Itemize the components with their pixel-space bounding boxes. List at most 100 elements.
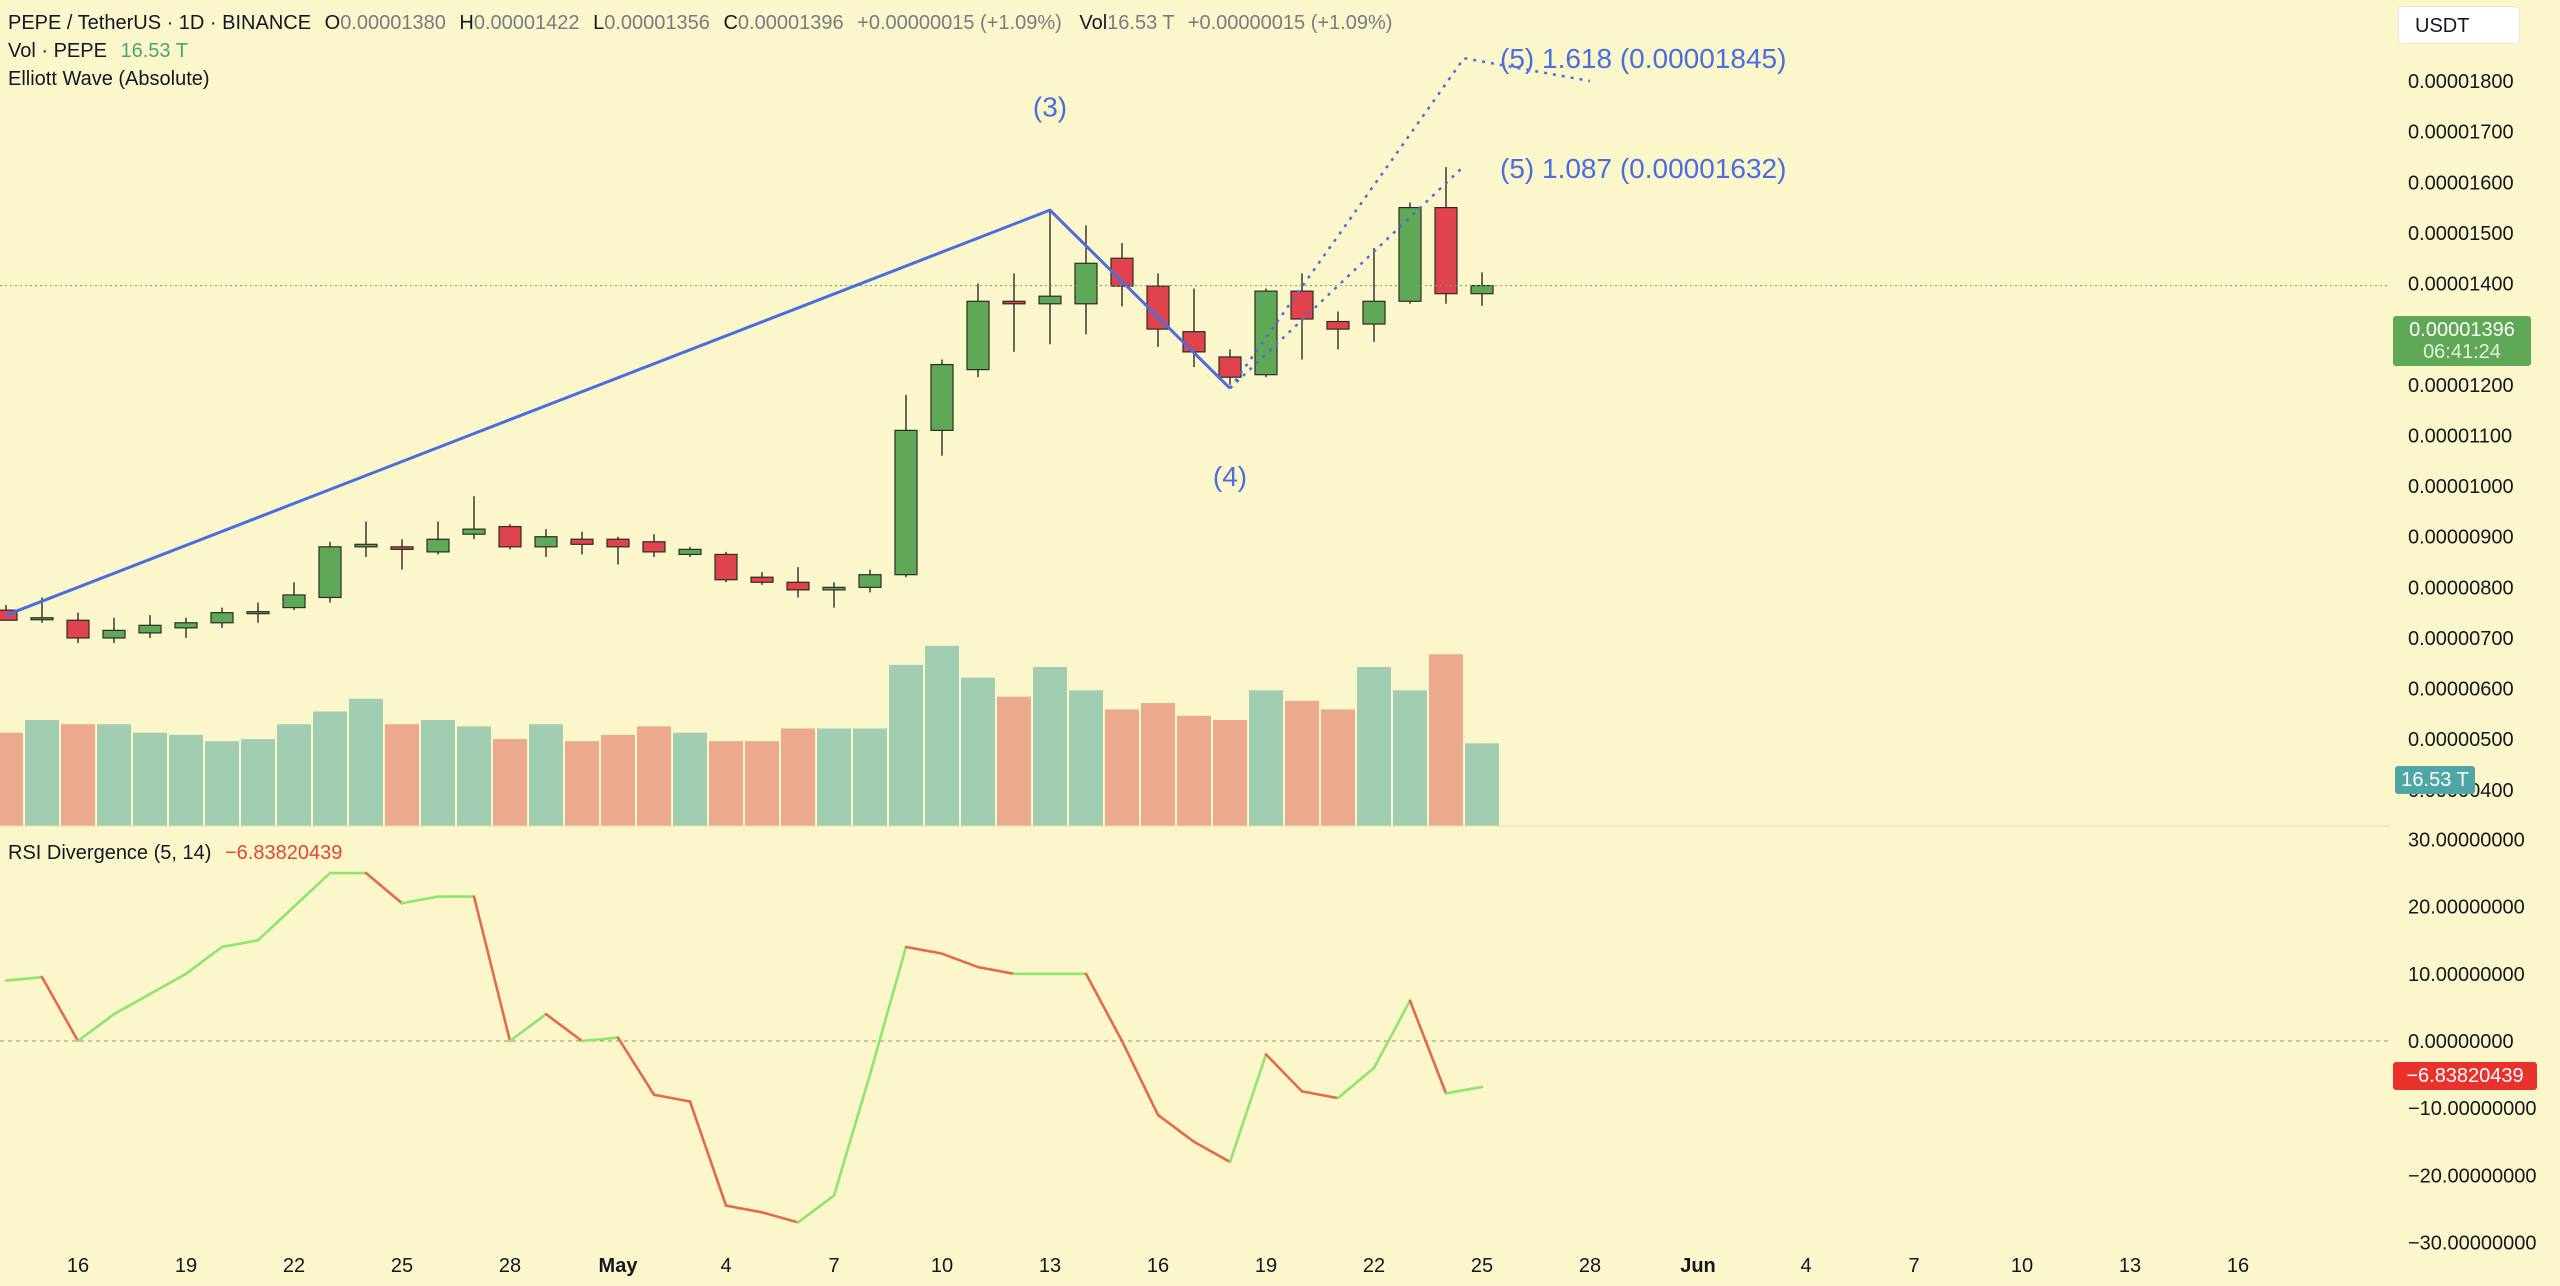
price-tick-label: 0.00001000 <box>2408 476 2514 498</box>
rsi-segment <box>1336 1066 1376 1100</box>
date-tick-label: 4 <box>720 1255 731 1277</box>
rsi-segment <box>616 1036 656 1097</box>
volume-bar <box>0 732 23 826</box>
volume-bar <box>673 732 707 826</box>
candle-up <box>1038 295 1062 305</box>
volume-badge: 16.53 T <box>2395 766 2475 794</box>
volume-bar <box>1285 700 1319 826</box>
date-tick-label: 22 <box>1363 1255 1385 1277</box>
rsi-segment <box>580 1036 620 1043</box>
candle-down <box>642 541 666 553</box>
rsi-segment <box>76 1012 116 1043</box>
date-tick-label: 13 <box>2119 1255 2141 1277</box>
volume-bar <box>565 741 599 826</box>
rsi-segment <box>544 1012 584 1043</box>
price-badge-countdown: 06:41:24 <box>2423 341 2501 363</box>
volume-bar <box>961 677 995 826</box>
date-tick-label: 22 <box>283 1255 305 1277</box>
rsi-tick-label: −20.00000000 <box>2408 1165 2536 1187</box>
volume-bar <box>1141 703 1175 826</box>
rsi-segment <box>184 945 224 976</box>
open-label: O <box>324 12 341 34</box>
date-tick-label: May <box>599 1255 639 1277</box>
volume-bar <box>853 728 887 826</box>
rsi-legend[interactable]: RSI Divergence (5, 14) −6.83820439 <box>8 842 342 865</box>
candle-down <box>390 546 414 550</box>
wave-label: (4) <box>1213 461 1247 492</box>
date-tick-label: 7 <box>1908 1255 1919 1277</box>
rsi-segment <box>1408 999 1448 1095</box>
candle-up <box>138 624 162 634</box>
candle-down <box>1218 356 1242 378</box>
volume-bar <box>277 724 311 826</box>
rsi-segment <box>508 1012 548 1043</box>
date-tick-label: 4 <box>1800 1255 1811 1277</box>
price-tick-label: 0.00001800 <box>2408 71 2514 93</box>
candle-up <box>426 538 450 553</box>
rsi-segment <box>1444 1085 1484 1095</box>
candle-down <box>498 525 522 548</box>
elliott-wave-legend-label: Elliott Wave (Absolute) <box>8 68 210 90</box>
price-tick-label: 0.00001600 <box>2408 172 2514 194</box>
candle-up <box>174 622 198 629</box>
close-value: 0.00001396 <box>737 12 844 34</box>
close-label: C <box>723 12 738 34</box>
candle-up <box>966 300 990 371</box>
volume-bar <box>925 645 959 826</box>
rsi-legend-label: RSI Divergence (5, 14) <box>8 842 212 864</box>
volume-bar <box>1321 709 1355 826</box>
rsi-segment <box>1372 999 1412 1070</box>
candle-up <box>678 548 702 556</box>
low-value: 0.00001356 <box>604 12 710 34</box>
price-tick-label: 0.00001700 <box>2408 122 2514 144</box>
price-badge-value: 0.00001396 <box>2409 319 2515 341</box>
price-tick-label: 0.00000500 <box>2408 729 2514 751</box>
volume-bar <box>349 698 383 826</box>
date-tick-label: 10 <box>931 1255 953 1277</box>
volume-legend[interactable]: Vol · PEPE 16.53 T <box>8 40 188 63</box>
rsi-tick-label: −30.00000000 <box>2408 1233 2536 1255</box>
date-tick-label: 19 <box>1255 1255 1277 1277</box>
rsi-segment <box>760 1211 800 1224</box>
candle-down <box>1002 300 1026 305</box>
rsi-segment <box>1228 1053 1268 1164</box>
rsi-segment <box>220 938 260 949</box>
rsi-badge: −6.83820439 <box>2393 1062 2537 1090</box>
volume-bar <box>1465 743 1499 826</box>
candle-up <box>210 612 234 624</box>
rsi-segment <box>688 1100 728 1207</box>
rsi-segment <box>400 895 440 905</box>
candle-down <box>1290 290 1314 320</box>
wave-line <box>5 208 1232 617</box>
price-tick-label: 0.00000700 <box>2408 628 2514 650</box>
volume-bar <box>205 741 239 826</box>
volume-bar <box>421 720 455 826</box>
elliott-wave-legend[interactable]: Elliott Wave (Absolute) <box>8 68 210 91</box>
candle-down <box>786 581 810 591</box>
price-tick-label: 0.00001400 <box>2408 274 2514 296</box>
price-tick-label: 0.00000600 <box>2408 679 2514 701</box>
candle-down <box>1182 331 1206 353</box>
candle-up <box>462 528 486 535</box>
price-tick-label: 0.00001100 <box>2408 425 2512 447</box>
volume-bar <box>1249 690 1283 826</box>
volume-bar <box>709 741 743 826</box>
rsi-segment <box>976 965 1016 976</box>
vol-change: +0.00000015 (+1.09%) <box>1187 12 1393 34</box>
candle-up <box>894 429 918 576</box>
volume-bar <box>1393 690 1427 826</box>
symbol-title[interactable]: PEPE / TetherUS · 1D · BINANCE <box>8 12 312 34</box>
candlesticks <box>0 167 2390 644</box>
volume-bar <box>133 732 167 826</box>
candle-down <box>750 576 774 583</box>
volume-bar <box>457 726 491 826</box>
axes: 0.000019000.000018000.000017000.00001600… <box>0 20 2536 1277</box>
rsi-segment <box>472 895 512 1043</box>
candle-up <box>1470 284 1494 295</box>
date-tick-label: 7 <box>828 1255 839 1277</box>
currency-selector[interactable]: USDT <box>2398 6 2520 44</box>
volume-bar <box>385 724 419 826</box>
date-tick-label: 13 <box>1039 1255 1061 1277</box>
candle-up <box>1362 300 1386 325</box>
